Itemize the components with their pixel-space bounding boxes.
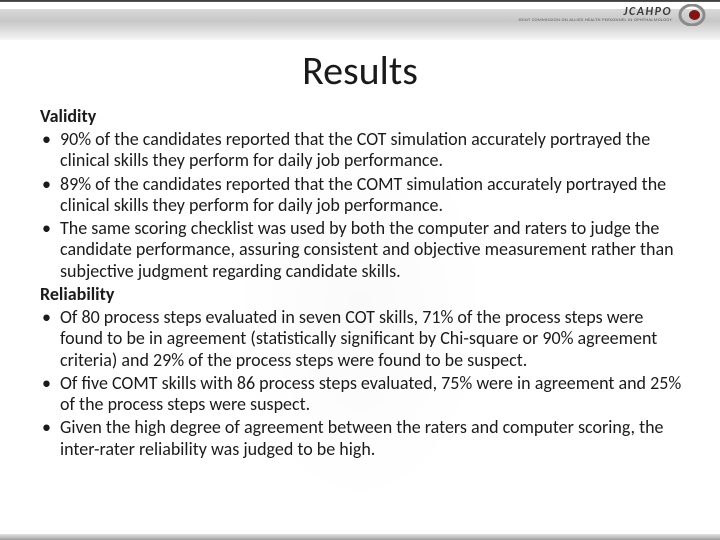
list-item: 89% of the candidates reported that the …: [40, 174, 684, 216]
list-item: Of five COMT skills with 86 process step…: [40, 373, 684, 415]
slide: JCAHPO JOINT COMMISSION ON ALLIED HEALTH…: [0, 0, 720, 540]
list-item: Given the high degree of agreement betwe…: [40, 417, 684, 459]
list-item: 90% of the candidates reported that the …: [40, 129, 684, 171]
bullet-list-reliability: Of 80 process steps evaluated in seven C…: [40, 307, 684, 460]
brand-name: JCAHPO: [624, 6, 672, 18]
brand: JCAHPO JOINT COMMISSION ON ALLIED HEALTH…: [518, 4, 706, 26]
section-heading-validity: Validity: [40, 106, 684, 127]
brand-text: JCAHPO JOINT COMMISSION ON ALLIED HEALTH…: [518, 6, 672, 24]
list-item: Of 80 process steps evaluated in seven C…: [40, 307, 684, 371]
bullet-list-validity: 90% of the candidates reported that the …: [40, 129, 684, 282]
slide-body: Validity 90% of the candidates reported …: [40, 104, 684, 460]
brand-subline: JOINT COMMISSION ON ALLIED HEALTH PERSON…: [518, 19, 672, 24]
slide-title: Results: [0, 46, 720, 95]
bottom-bar: [0, 534, 720, 540]
section-heading-reliability: Reliability: [40, 284, 684, 305]
brand-logo-icon: [678, 4, 706, 26]
list-item: The same scoring checklist was used by b…: [40, 218, 684, 282]
